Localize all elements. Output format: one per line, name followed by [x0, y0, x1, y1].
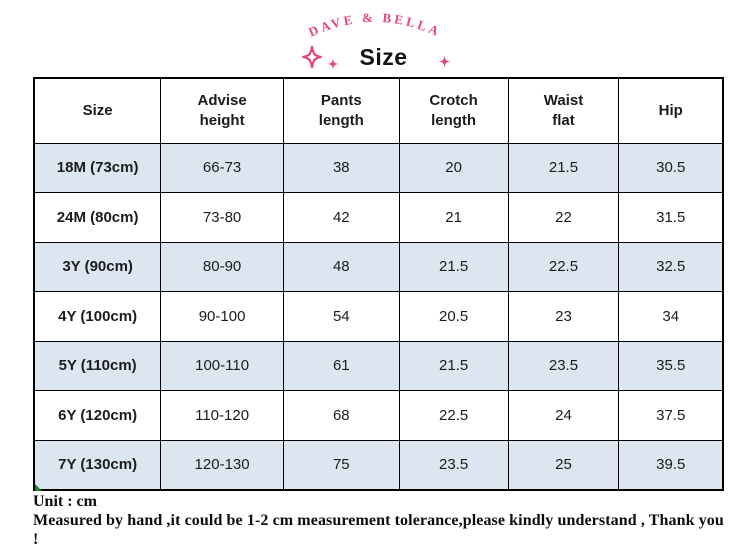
table-cell: 20 [398, 142, 509, 193]
title-row: Size [0, 40, 750, 74]
table-row: 3Y (90cm) 80-90 48 21.5 22.5 32.5 [33, 241, 724, 292]
column-header: Pants length [282, 77, 400, 144]
table-cell: 22 [507, 192, 620, 243]
table-cell: 25 [507, 439, 620, 490]
table-cell: 66-73 [160, 142, 284, 193]
table-cell: 120-130 [160, 439, 284, 490]
table-row: 18M (73cm) 66-73 38 20 21.5 30.5 [33, 142, 724, 193]
measurement-note: Measured by hand ,it could be 1-2 cm mea… [33, 512, 724, 544]
table-cell: 21.5 [398, 340, 509, 391]
row-size-label: 5Y (110cm) [33, 340, 162, 391]
sparkle-large-icon [302, 45, 323, 69]
column-header: Size [33, 77, 162, 144]
table-cell: 37.5 [618, 390, 724, 441]
table-cell: 23 [507, 291, 620, 342]
brand-name: DAVE & BELLA [306, 10, 441, 40]
table-cell: 73-80 [160, 192, 284, 243]
size-table-header: Size Advise height Pants length Crotch leng… [33, 77, 724, 144]
table-cell: 20.5 [398, 291, 509, 342]
brand-logo-arc: DAVE & BELLA [306, 10, 444, 40]
table-row: 5Y (110cm) 100-110 61 21.5 23.5 35.5 [33, 340, 724, 391]
sparkle-small-icon [327, 58, 340, 70]
svg-text:DAVE & BELLA: DAVE & BELLA [306, 10, 444, 40]
table-cell: 31.5 [618, 192, 724, 243]
table-cell: 110-120 [160, 390, 284, 441]
table-cell: 75 [282, 439, 400, 490]
table-cell: 61 [282, 340, 400, 391]
page-title: Size [359, 43, 408, 70]
table-row: 6Y (120cm) 110-120 68 22.5 24 37.5 [33, 390, 724, 441]
table-cell: 35.5 [618, 340, 724, 391]
table-cell: 68 [282, 390, 400, 441]
row-size-label: 24M (80cm) [33, 192, 162, 243]
table-cell: 21 [398, 192, 509, 243]
table-row: 24M (80cm) 73-80 42 21 22 31.5 [33, 192, 724, 243]
row-size-label: 7Y (130cm) [33, 439, 162, 490]
table-cell: 80-90 [160, 241, 284, 292]
table-cell: 42 [282, 192, 400, 243]
table-cell: 34 [618, 291, 724, 342]
table-cell: 23.5 [398, 439, 509, 490]
sparkle-left-group [299, 43, 340, 71]
row-size-label: 4Y (100cm) [33, 291, 162, 342]
table-cell: 100-110 [160, 340, 284, 391]
column-header: Hip [618, 77, 724, 144]
table-cell: 22.5 [398, 390, 509, 441]
column-header: Crotch length [398, 77, 509, 144]
row-size-label: 3Y (90cm) [33, 241, 162, 292]
table-cell: 21.5 [507, 142, 620, 193]
table-cell: 30.5 [618, 142, 724, 193]
row-size-label: 6Y (120cm) [33, 390, 162, 441]
header-row: Size Advise height Pants length Crotch leng… [33, 77, 724, 144]
green-corner-marker [35, 484, 42, 491]
table-cell: 22.5 [507, 241, 620, 292]
table-row: 7Y (130cm) 120-130 75 23.5 25 39.5 [33, 439, 724, 490]
footer: Unit : cm Measured by hand ,it could be … [33, 493, 733, 544]
sparkle-right-icon [437, 54, 451, 68]
table-cell: 54 [282, 291, 400, 342]
table-row: 4Y (100cm) 90-100 54 20.5 23 34 [33, 291, 724, 342]
table-cell: 38 [282, 142, 400, 193]
table-cell: 48 [282, 241, 400, 292]
column-header: Waist flat [507, 77, 620, 144]
table-cell: 24 [507, 390, 620, 441]
size-table: Size Advise height Pants length Crotch leng… [33, 77, 724, 491]
table-cell: 21.5 [398, 241, 509, 292]
row-size-label: 18M (73cm) [33, 142, 162, 193]
unit-label: Unit : cm [33, 493, 97, 510]
table-cell: 39.5 [618, 439, 724, 490]
column-header: Advise height [160, 77, 284, 144]
table-cell: 23.5 [507, 340, 620, 391]
table-cell: 32.5 [618, 241, 724, 292]
size-table-body: 18M (73cm) 66-73 38 20 21.5 30.5 24M (80cm) 73-… [33, 142, 724, 490]
table-cell: 90-100 [160, 291, 284, 342]
